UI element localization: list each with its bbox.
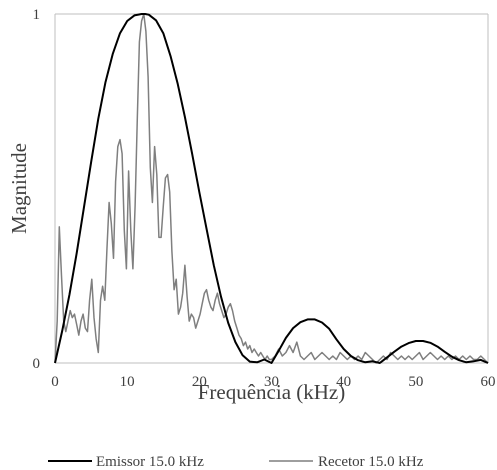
series-line-recetor — [54, 13, 489, 364]
series-layer — [54, 13, 489, 364]
legend: Emissor 15.0 kHz Recetor 15.0 kHz — [48, 454, 424, 470]
x-tick-labels: 0 10 20 30 40 50 60 — [51, 374, 495, 390]
legend-label-emissor: Emissor 15.0 kHz — [96, 454, 204, 470]
legend-label-recetor: Recetor 15.0 kHz — [318, 454, 424, 470]
series-line-emissor — [54, 13, 489, 364]
x-tick-label: 10 — [120, 374, 135, 390]
x-tick-label: 30 — [264, 374, 279, 390]
x-tick-label: 50 — [408, 374, 423, 390]
plot-area — [54, 13, 489, 364]
x-tick-label: 0 — [51, 374, 59, 390]
x-tick-label: 40 — [336, 374, 351, 390]
x-axis-title: Frequência (kHz) — [198, 380, 346, 404]
y-tick-labels: 01 — [33, 7, 41, 372]
x-tick-label: 60 — [481, 374, 496, 390]
y-axis-title: Magnitude — [7, 143, 31, 234]
y-tick-label: 0 — [33, 356, 41, 372]
x-tick-label: 20 — [192, 374, 207, 390]
y-tick-label: 1 — [33, 7, 41, 23]
